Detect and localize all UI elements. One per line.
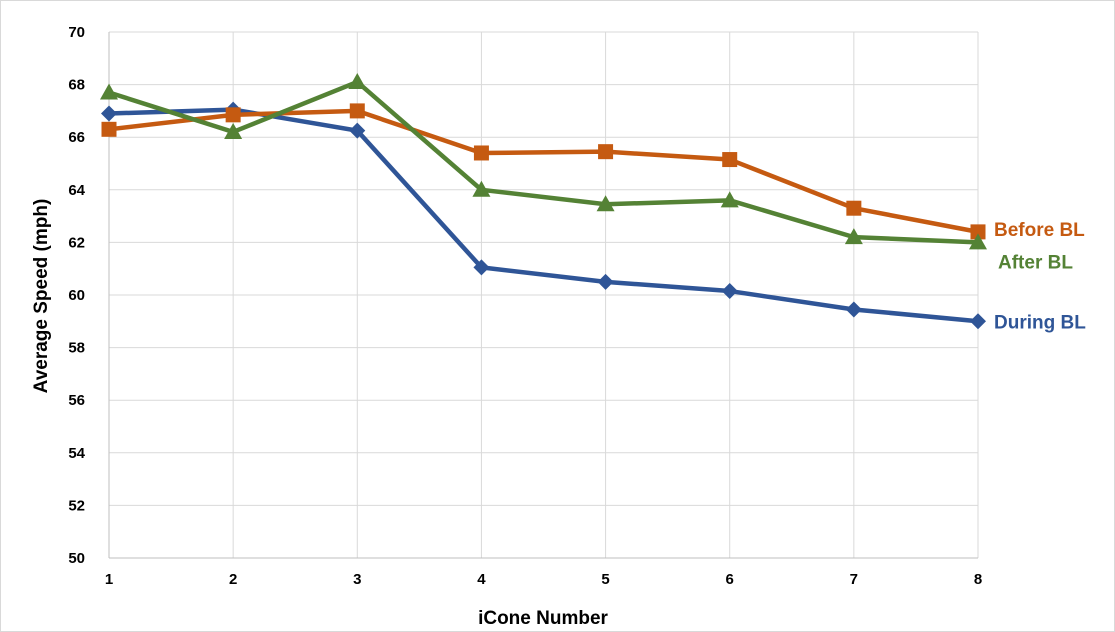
y-tick-label: 54	[68, 445, 85, 462]
data-point-triangle	[348, 72, 367, 89]
data-point-triangle	[844, 228, 863, 245]
series-labels: Before BL After BL During BL	[994, 220, 1086, 333]
x-tick-label: 7	[850, 571, 858, 588]
data-point-diamond	[721, 283, 738, 300]
series-line-before-bl	[108, 108, 979, 235]
data-point-triangle	[224, 122, 243, 139]
data-point-diamond	[970, 313, 986, 330]
x-tick-label: 4	[477, 571, 486, 588]
data-point-square	[970, 224, 986, 240]
y-tick-label: 66	[68, 129, 85, 146]
series-label-after-bl: After BL	[998, 252, 1073, 273]
x-tick-label: 5	[601, 571, 609, 588]
series-after-bl	[100, 72, 987, 250]
data-point-diamond	[349, 122, 366, 139]
x-tick-label: 2	[229, 571, 237, 588]
series-lines	[100, 72, 987, 330]
y-tick-label: 64	[68, 182, 85, 199]
data-point-square	[473, 145, 489, 161]
data-point-square	[598, 144, 614, 160]
series-label-during-bl: During BL	[994, 312, 1086, 333]
x-tick-label: 3	[353, 571, 361, 588]
x-tick-label: 8	[974, 571, 982, 588]
data-point-square	[846, 200, 862, 216]
y-tick-label: 56	[68, 392, 85, 409]
x-tick-label: 6	[726, 571, 734, 588]
y-tick-labels: 50 52 54 56 58 60 62 64 66 68 70	[68, 24, 85, 567]
y-axis-title: Average Speed (mph)	[31, 199, 52, 394]
y-tick-label: 70	[68, 24, 85, 41]
data-point-diamond	[845, 301, 862, 318]
data-point-triangle	[100, 83, 118, 100]
data-point-square	[722, 152, 738, 168]
series-before-bl	[101, 103, 986, 240]
data-point-diamond	[473, 259, 490, 276]
y-tick-label: 68	[68, 77, 85, 94]
y-tick-label: 62	[68, 234, 85, 251]
series-line-after-bl	[108, 79, 979, 245]
data-point-triangle	[720, 191, 739, 208]
data-point-triangle	[969, 233, 987, 250]
data-point-square	[101, 121, 117, 137]
y-tick-label: 52	[68, 497, 85, 514]
data-point-diamond	[101, 105, 117, 122]
data-point-diamond	[597, 273, 614, 290]
x-axis-title: iCone Number	[478, 608, 608, 629]
series-label-before-bl: Before BL	[994, 220, 1085, 241]
y-tick-label: 60	[68, 287, 85, 304]
y-tick-label: 58	[68, 340, 85, 357]
x-tick-label: 1	[105, 571, 113, 588]
y-tick-label: 50	[68, 550, 85, 567]
data-point-square	[225, 107, 241, 123]
data-point-triangle	[596, 195, 615, 212]
data-point-square	[349, 103, 365, 119]
x-tick-labels: 1 2 3 4 5 6 7 8	[105, 571, 982, 588]
data-point-triangle	[472, 180, 491, 197]
